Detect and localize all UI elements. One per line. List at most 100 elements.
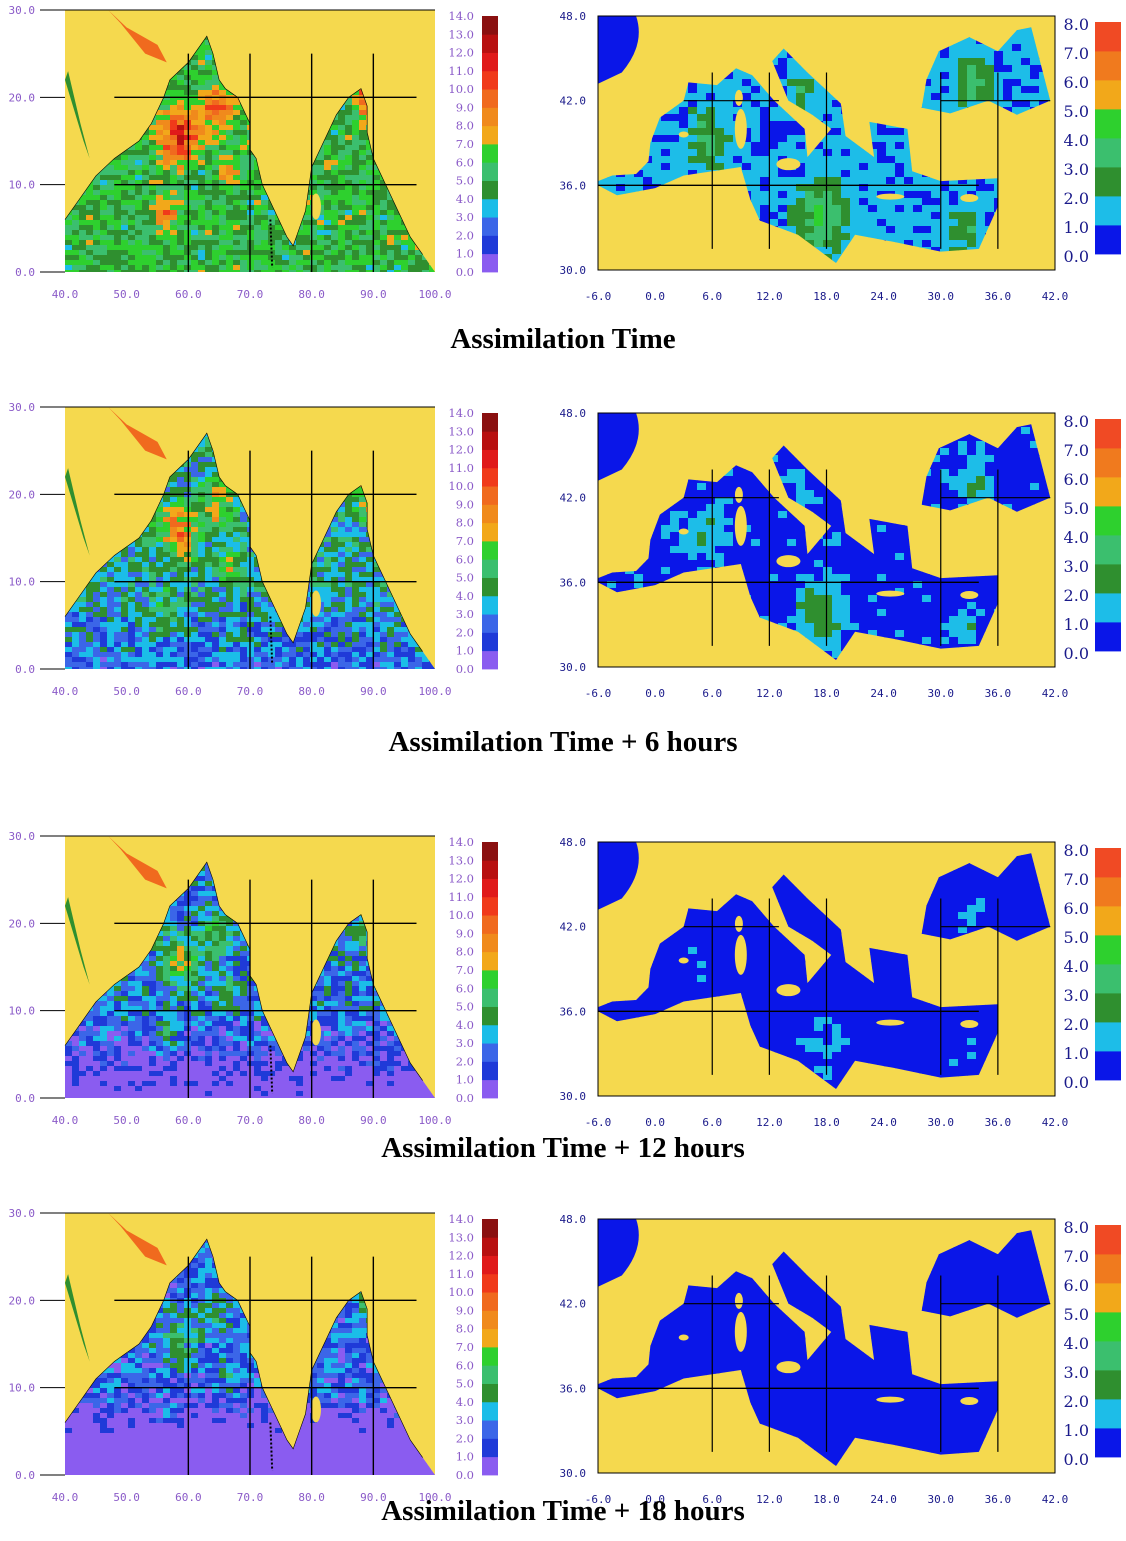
wave-cell [247,240,255,246]
wave-cell [415,265,423,271]
wave-cell [163,270,171,273]
wave-cell [240,170,248,176]
wave-cell [72,230,80,236]
wave-cell [387,255,395,261]
wave-cell [135,230,143,236]
wave-cell [177,120,185,126]
wave-cell [212,205,220,211]
wave-cell [219,135,227,141]
wave-cell [868,170,878,178]
wave-cell [331,145,339,151]
wave-cell [380,195,388,201]
wave-cell [949,205,959,213]
wave-cell [128,185,136,191]
wave-cell [751,184,761,192]
wave-cell [394,260,402,266]
wave-cell [886,149,896,157]
wave-cell [796,86,806,94]
wave-cell [198,145,206,151]
wave-cell [135,140,143,146]
wave-cell [415,270,423,273]
wave-cell [163,255,171,261]
wave-cell [380,180,388,186]
wave-cell [205,115,213,121]
wave-cell [904,205,914,213]
wave-cell [338,270,346,273]
wave-cell [958,233,968,241]
colorbar-label: 2.0 [1064,189,1089,208]
colorbar-label: 9.0 [456,100,474,114]
wave-cell [93,200,101,206]
wave-cell [338,155,346,161]
wave-cell [156,115,164,121]
wave-cell [931,177,941,185]
wave-cell [394,235,402,241]
wave-cell [394,210,402,216]
wave-cell [142,265,150,271]
wave-cell [247,210,255,216]
wave-cell [233,130,241,136]
wave-cell [121,250,129,256]
wave-cell [324,235,332,241]
wave-cell [345,140,353,146]
wave-cell [352,160,360,166]
wave-cell [796,226,806,234]
x-tick-label: 0.0 [645,290,665,303]
wave-cell [823,240,833,248]
wave-cell [114,185,122,191]
wave-cell [317,235,325,241]
wave-cell [135,165,143,171]
wave-cell [769,100,779,108]
wave-cell [352,205,360,211]
wave-cell [219,170,227,176]
wave-cell [841,212,851,220]
wave-cell [805,79,815,87]
wave-cell [751,177,761,185]
x-tick-label: 24.0 [870,290,897,303]
wave-cell [226,230,234,236]
wave-cell [787,170,797,178]
wave-cell [156,165,164,171]
wave-cell [1003,79,1013,87]
wave-cell [177,210,185,216]
wave-cell [261,205,269,211]
wave-cell [387,265,395,271]
wave-cell [832,177,842,185]
wave-cell [114,220,122,226]
wave-cell [107,160,115,166]
wave-cell [823,100,833,108]
wave-cell [317,260,325,266]
wave-cell [233,100,241,106]
wave-cell [976,72,986,80]
wave-cell [275,235,283,241]
wave-cell [359,220,367,226]
wave-cell [331,170,339,176]
wave-cell [261,240,269,246]
wave-cell [226,140,234,146]
wave-cell [240,175,248,181]
wave-cell [219,220,227,226]
wave-cell [247,195,255,201]
wave-cell [72,260,80,266]
wave-cell [760,135,770,143]
wave-cell [859,226,869,234]
wave-cell [380,215,388,221]
wave-cell [163,205,171,211]
wave-cell [121,245,129,251]
wave-cell [198,270,206,273]
colorbar-swatch [482,198,498,218]
wave-cell [949,100,959,108]
wave-cell [170,100,178,106]
wave-cell [226,250,234,256]
wave-cell [191,90,199,96]
wave-cell [261,265,269,271]
wave-cell [142,230,150,236]
wave-cell [366,165,374,171]
wave-cell [1003,100,1013,108]
wave-cell [931,191,941,199]
wave-cell [163,160,171,166]
wave-cell [814,233,824,241]
wave-cell [359,165,367,171]
wave-cell [380,245,388,251]
wave-cell [86,185,94,191]
